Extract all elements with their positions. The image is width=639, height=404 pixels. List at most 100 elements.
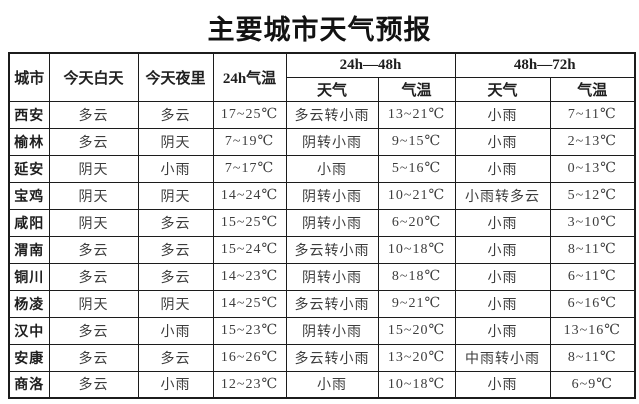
table-row: 安康 多云 多云 16~26℃ 多云转小雨 13~20℃ 中雨转小雨 8~11℃ bbox=[8, 343, 636, 372]
city-name-cell: 西安 bbox=[8, 100, 50, 129]
weather-48-72-cell: 小雨 bbox=[454, 100, 551, 129]
today-day-cell: 多云 bbox=[48, 262, 139, 291]
table-row: 西安 多云 多云 17~25℃ 多云转小雨 13~21℃ 小雨 7~11℃ bbox=[8, 100, 636, 129]
column-header-weather-24-48: 天气 bbox=[285, 76, 379, 102]
column-header-weather-48-72: 天气 bbox=[454, 76, 551, 102]
today-night-cell: 多云 bbox=[137, 235, 214, 264]
city-name-cell: 杨凌 bbox=[8, 289, 50, 318]
weather-24-48-cell: 小雨 bbox=[285, 370, 379, 399]
temp-24h-cell: 16~26℃ bbox=[212, 343, 287, 372]
temp-24h-cell: 15~24℃ bbox=[212, 235, 287, 264]
city-name-cell: 安康 bbox=[8, 343, 50, 372]
temp-24-48-cell: 10~21℃ bbox=[377, 181, 456, 210]
temp-24-48-cell: 6~20℃ bbox=[377, 208, 456, 237]
temp-24h-cell: 14~25℃ bbox=[212, 289, 287, 318]
temp-48-72-cell: 6~16℃ bbox=[549, 289, 636, 318]
weather-48-72-cell: 小雨 bbox=[454, 127, 551, 156]
weather-24-48-cell: 阴转小雨 bbox=[285, 127, 379, 156]
weather-48-72-cell: 小雨 bbox=[454, 235, 551, 264]
weather-48-72-cell: 小雨 bbox=[454, 262, 551, 291]
today-night-cell: 阴天 bbox=[137, 127, 214, 156]
temp-24h-cell: 14~24℃ bbox=[212, 181, 287, 210]
header-row-top: 城市 今天白天 今天夜里 24h气温 24h—48h 48h—72h bbox=[8, 52, 636, 102]
column-header-city: 城市 bbox=[8, 52, 50, 102]
temp-24-48-cell: 13~21℃ bbox=[377, 100, 456, 129]
city-name-cell: 汉中 bbox=[8, 316, 50, 345]
city-name-cell: 宝鸡 bbox=[8, 181, 50, 210]
today-night-cell: 多云 bbox=[137, 100, 214, 129]
today-night-cell: 多云 bbox=[137, 262, 214, 291]
header-row-sub: 天气 气温 天气 气温 bbox=[9, 76, 636, 102]
weather-48-72-cell: 小雨 bbox=[454, 370, 551, 399]
temp-24h-cell: 15~23℃ bbox=[212, 316, 287, 345]
temp-48-72-cell: 8~11℃ bbox=[549, 235, 636, 264]
column-header-temp-24-48: 气温 bbox=[377, 76, 456, 102]
temp-24-48-cell: 9~15℃ bbox=[377, 127, 456, 156]
temp-48-72-cell: 3~10℃ bbox=[549, 208, 636, 237]
weather-24-48-cell: 多云转小雨 bbox=[285, 235, 379, 264]
table-row: 榆林 多云 阴天 7~19℃ 阴转小雨 9~15℃ 小雨 2~13℃ bbox=[8, 127, 636, 156]
today-day-cell: 多云 bbox=[48, 370, 139, 399]
today-day-cell: 多云 bbox=[48, 100, 139, 129]
column-header-temp-48-72: 气温 bbox=[549, 76, 636, 102]
weather-48-72-cell: 小雨转多云 bbox=[454, 181, 551, 210]
table-row: 杨凌 阴天 阴天 14~25℃ 多云转小雨 9~21℃ 小雨 6~16℃ bbox=[8, 289, 636, 318]
column-header-temp-24h: 24h气温 bbox=[212, 52, 287, 102]
weather-48-72-cell: 小雨 bbox=[454, 316, 551, 345]
city-name-cell: 渭南 bbox=[8, 235, 50, 264]
temp-24h-cell: 7~19℃ bbox=[212, 127, 287, 156]
table-row: 铜川 多云 多云 14~23℃ 阴转小雨 8~18℃ 小雨 6~11℃ bbox=[8, 262, 636, 291]
today-day-cell: 多云 bbox=[48, 343, 139, 372]
city-name-cell: 商洛 bbox=[8, 370, 50, 399]
page-title: 主要城市天气预报 bbox=[207, 15, 432, 45]
column-header-today-day: 今天白天 bbox=[48, 52, 139, 102]
temp-24h-cell: 12~23℃ bbox=[212, 370, 287, 399]
table-row: 宝鸡 阴天 阴天 14~24℃ 阴转小雨 10~21℃ 小雨转多云 5~12℃ bbox=[8, 181, 636, 210]
weather-24-48-cell: 阴转小雨 bbox=[285, 262, 379, 291]
temp-24-48-cell: 8~18℃ bbox=[377, 262, 456, 291]
table-row: 延安 阴天 小雨 7~17℃ 小雨 5~16℃ 小雨 0~13℃ bbox=[8, 154, 636, 183]
today-day-cell: 多云 bbox=[48, 235, 139, 264]
today-night-cell: 小雨 bbox=[137, 370, 214, 399]
table-body: 西安 多云 多云 17~25℃ 多云转小雨 13~21℃ 小雨 7~11℃ 榆林… bbox=[8, 100, 636, 399]
temp-24-48-cell: 15~20℃ bbox=[377, 316, 456, 345]
temp-48-72-cell: 6~9℃ bbox=[549, 370, 636, 399]
column-header-24h-48h: 24h—48h bbox=[285, 52, 456, 78]
temp-48-72-cell: 8~11℃ bbox=[549, 343, 636, 372]
weather-24-48-cell: 小雨 bbox=[285, 154, 379, 183]
weather-24-48-cell: 多云转小雨 bbox=[285, 100, 379, 129]
temp-48-72-cell: 2~13℃ bbox=[549, 127, 636, 156]
column-header-today-night: 今天夜里 bbox=[137, 52, 214, 102]
weather-forecast-table: 城市 今天白天 今天夜里 24h气温 24h—48h 48h—72h 天气 气温… bbox=[8, 52, 636, 399]
table-header: 城市 今天白天 今天夜里 24h气温 24h—48h 48h—72h 天气 气温… bbox=[8, 52, 636, 102]
table-row: 咸阳 阴天 多云 15~25℃ 阴转小雨 6~20℃ 小雨 3~10℃ bbox=[8, 208, 636, 237]
today-night-cell: 阴天 bbox=[137, 289, 214, 318]
weather-24-48-cell: 阴转小雨 bbox=[285, 208, 379, 237]
weather-24-48-cell: 阴转小雨 bbox=[285, 181, 379, 210]
city-name-cell: 咸阳 bbox=[8, 208, 50, 237]
today-day-cell: 阴天 bbox=[48, 289, 139, 318]
table-row: 渭南 多云 多云 15~24℃ 多云转小雨 10~18℃ 小雨 8~11℃ bbox=[8, 235, 636, 264]
today-night-cell: 阴天 bbox=[137, 181, 214, 210]
today-night-cell: 多云 bbox=[137, 343, 214, 372]
temp-24-48-cell: 5~16℃ bbox=[377, 154, 456, 183]
weather-24-48-cell: 多云转小雨 bbox=[285, 343, 379, 372]
temp-24h-cell: 7~17℃ bbox=[212, 154, 287, 183]
city-name-cell: 延安 bbox=[8, 154, 50, 183]
today-day-cell: 阴天 bbox=[48, 208, 139, 237]
temp-24-48-cell: 13~20℃ bbox=[377, 343, 456, 372]
city-name-cell: 铜川 bbox=[8, 262, 50, 291]
today-night-cell: 小雨 bbox=[137, 154, 214, 183]
temp-24-48-cell: 10~18℃ bbox=[377, 235, 456, 264]
table-row: 汉中 多云 小雨 15~23℃ 阴转小雨 15~20℃ 小雨 13~16℃ bbox=[8, 316, 636, 345]
temp-24h-cell: 14~23℃ bbox=[212, 262, 287, 291]
table-row: 商洛 多云 小雨 12~23℃ 小雨 10~18℃ 小雨 6~9℃ bbox=[8, 370, 636, 399]
weather-48-72-cell: 小雨 bbox=[454, 154, 551, 183]
today-night-cell: 多云 bbox=[137, 208, 214, 237]
today-day-cell: 多云 bbox=[48, 316, 139, 345]
weather-48-72-cell: 小雨 bbox=[454, 289, 551, 318]
today-day-cell: 阴天 bbox=[48, 154, 139, 183]
today-day-cell: 阴天 bbox=[48, 181, 139, 210]
temp-48-72-cell: 7~11℃ bbox=[549, 100, 636, 129]
weather-48-72-cell: 小雨 bbox=[454, 208, 551, 237]
